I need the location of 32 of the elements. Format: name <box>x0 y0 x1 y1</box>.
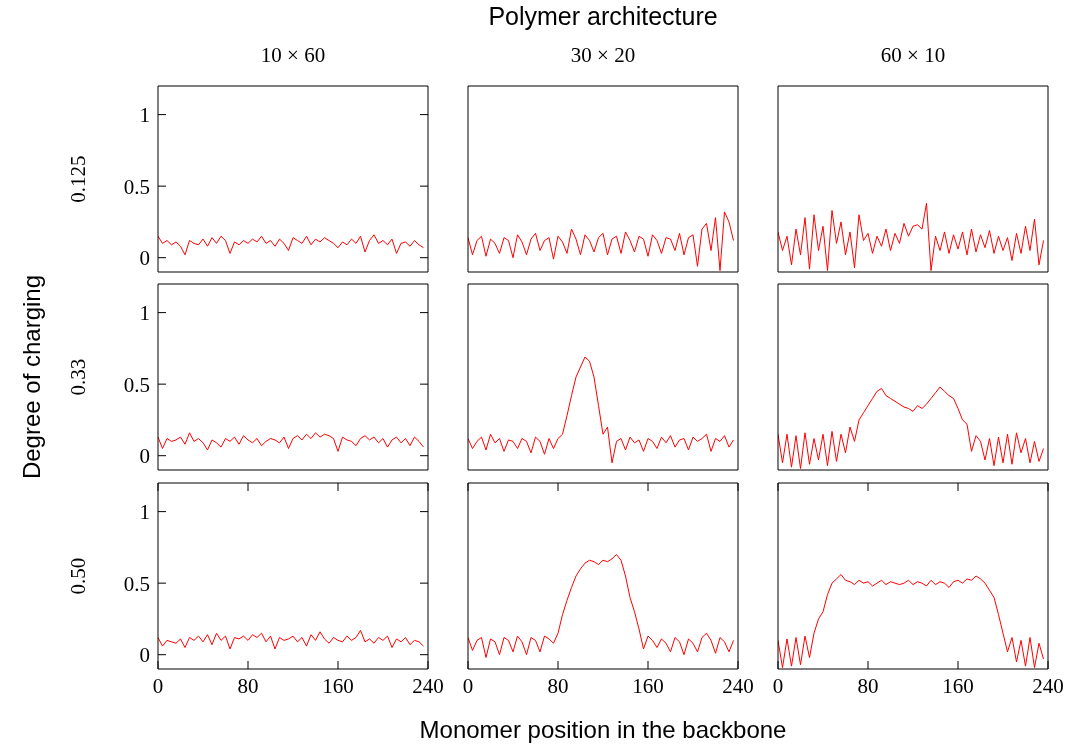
chart-subtitle: 30 × 20 <box>569 43 637 68</box>
x-tick-label: 0 <box>462 674 474 698</box>
chart-title: 60 × 10 <box>879 43 947 68</box>
y-axis-title: 0.50 <box>65 556 91 597</box>
x-tick-label: 240 <box>412 674 444 698</box>
line-series <box>158 234 424 256</box>
y-tick-label: 0 <box>139 246 150 271</box>
chart-title: Polymer architecture <box>487 2 719 31</box>
line-series <box>158 629 424 650</box>
x-axis-title: Monomer position in the backbone <box>418 716 788 744</box>
y-tick-label: 1 <box>139 499 150 524</box>
chart-title: 10 × 60 <box>259 43 327 68</box>
y-tick-label: 1 <box>139 102 150 127</box>
y-tick-label: 0.5 <box>123 571 150 596</box>
line-series <box>158 432 424 452</box>
text: Degree of charging <box>18 273 46 482</box>
y-axis-title: 0.125 <box>65 154 91 205</box>
y-tick-label: 1 <box>139 300 150 325</box>
x-tick-label: 0 <box>772 674 784 698</box>
y-axis-title: 0.33 <box>65 357 91 398</box>
y-tick-label: 0 <box>139 444 150 469</box>
y-tick-label: 0.5 <box>123 372 150 397</box>
x-tick-label: 160 <box>322 674 354 698</box>
x-tick-label: 160 <box>632 674 664 698</box>
x-tick-label: 160 <box>942 674 974 698</box>
y-tick-label: 0.5 <box>123 174 150 199</box>
x-tick-label: 240 <box>722 674 754 698</box>
x-tick-label: 80 <box>547 674 569 698</box>
x-tick-label: 240 <box>1032 674 1064 698</box>
y-tick-label: 0 <box>139 643 150 668</box>
x-tick-label: 80 <box>237 674 259 698</box>
x-tick-label: 80 <box>857 674 879 698</box>
